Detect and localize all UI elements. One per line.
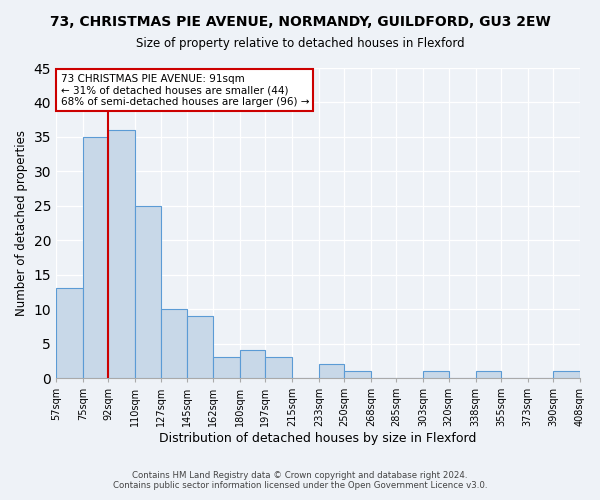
Bar [344,371,371,378]
Bar [319,364,344,378]
Bar [553,371,580,378]
Bar [265,358,292,378]
X-axis label: Distribution of detached houses by size in Flexford: Distribution of detached houses by size … [160,432,477,445]
Bar [56,288,83,378]
Y-axis label: Number of detached properties: Number of detached properties [15,130,28,316]
Bar [476,371,501,378]
Text: 73 CHRISTMAS PIE AVENUE: 91sqm
← 31% of detached houses are smaller (44)
68% of : 73 CHRISTMAS PIE AVENUE: 91sqm ← 31% of … [61,74,309,106]
Bar [83,137,108,378]
Bar [161,309,187,378]
Text: Contains HM Land Registry data © Crown copyright and database right 2024.
Contai: Contains HM Land Registry data © Crown c… [113,470,487,490]
Bar [239,350,265,378]
Bar [135,206,161,378]
Bar [108,130,135,378]
Bar [187,316,213,378]
Bar [423,371,449,378]
Text: 73, CHRISTMAS PIE AVENUE, NORMANDY, GUILDFORD, GU3 2EW: 73, CHRISTMAS PIE AVENUE, NORMANDY, GUIL… [50,15,550,29]
Text: Size of property relative to detached houses in Flexford: Size of property relative to detached ho… [136,38,464,51]
Bar [213,358,239,378]
